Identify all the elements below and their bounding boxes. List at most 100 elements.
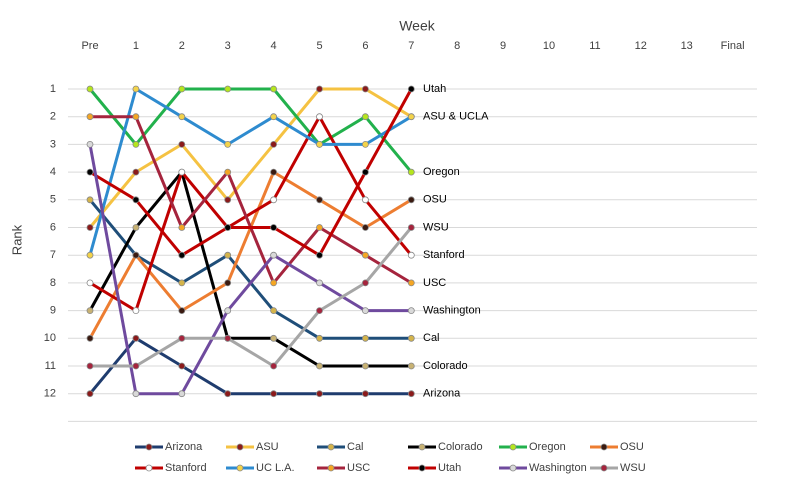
- point-marker: [132, 196, 140, 204]
- legend-label: Stanford: [165, 462, 207, 474]
- point-marker: [178, 113, 186, 121]
- series-line: [90, 226, 413, 368]
- point-marker: [178, 224, 186, 231]
- end-label: Colorado: [423, 360, 468, 372]
- legend-item: OSU: [590, 441, 644, 453]
- legend-marker: [509, 443, 517, 451]
- point-marker: [86, 140, 94, 148]
- point-marker: [407, 168, 415, 176]
- legend-item: Arizona: [135, 441, 203, 453]
- point-marker: [178, 279, 186, 287]
- point-marker: [224, 251, 232, 259]
- x-tick-label: 12: [635, 40, 647, 52]
- end-label: OSU: [423, 194, 447, 206]
- point-marker: [224, 140, 232, 148]
- series: [86, 85, 415, 259]
- point-marker: [132, 362, 140, 370]
- point-marker: [270, 279, 278, 287]
- series-line: [88, 170, 412, 368]
- point-marker: [224, 334, 232, 342]
- y-tick-label: 7: [50, 249, 56, 261]
- point-marker: [407, 224, 415, 231]
- x-tick-label: Pre: [81, 40, 98, 52]
- legend-marker: [418, 464, 426, 472]
- point-marker: [316, 362, 323, 370]
- series-line: [88, 87, 413, 256]
- end-label: Oregon: [423, 166, 460, 178]
- point-marker: [316, 251, 323, 259]
- legend-label: Arizona: [165, 441, 203, 453]
- point-marker: [316, 113, 323, 121]
- point-marker: [407, 390, 415, 398]
- point-marker: [132, 113, 140, 121]
- x-tick-label: 11: [589, 40, 600, 52]
- legend-item: Cal: [317, 441, 364, 453]
- legend-label: Utah: [438, 462, 461, 474]
- legend-item: Colorado: [408, 441, 483, 453]
- legend-label: Oregon: [529, 441, 566, 453]
- point-marker: [178, 168, 186, 176]
- legend-item: Washington: [499, 462, 587, 474]
- point-marker: [270, 224, 278, 231]
- point-marker: [86, 362, 94, 370]
- legend-item: Utah: [408, 462, 461, 474]
- point-marker: [270, 307, 278, 315]
- legend-label: ASU: [256, 441, 279, 453]
- legend-marker: [145, 464, 153, 472]
- legend-item: ASU: [226, 441, 279, 453]
- legend-label: Colorado: [438, 441, 483, 453]
- legend-marker: [509, 464, 517, 472]
- point-marker: [361, 140, 369, 148]
- legend-item: USC: [317, 462, 370, 474]
- point-marker: [316, 279, 323, 287]
- series: [86, 85, 415, 259]
- y-tick-label: 11: [45, 360, 56, 372]
- point-marker: [224, 279, 232, 287]
- point-marker: [270, 334, 278, 342]
- series-line: [88, 336, 412, 396]
- point-marker: [132, 85, 140, 93]
- point-marker: [132, 251, 140, 259]
- point-marker: [86, 251, 94, 259]
- end-label: Arizona: [423, 388, 461, 400]
- end-label: Cal: [423, 332, 440, 344]
- x-tick-label: 3: [225, 40, 231, 52]
- legend-marker: [145, 443, 153, 451]
- point-marker: [132, 334, 140, 342]
- x-tick-label: 9: [500, 40, 506, 52]
- x-tick-label: 2: [179, 40, 185, 52]
- point-marker: [224, 307, 232, 315]
- point-marker: [86, 224, 94, 231]
- point-marker: [270, 113, 278, 121]
- legend-marker: [236, 464, 244, 472]
- legend-label: UC L.A.: [256, 462, 295, 474]
- point-marker: [224, 168, 232, 176]
- x-tick-label: Final: [721, 40, 745, 52]
- legend-item: Stanford: [135, 462, 207, 474]
- x-tick-label: 10: [543, 40, 555, 52]
- point-marker: [132, 224, 140, 231]
- point-marker: [178, 307, 186, 315]
- legend-item: UC L.A.: [226, 462, 295, 474]
- point-marker: [86, 279, 94, 287]
- point-marker: [316, 85, 323, 93]
- point-marker: [270, 251, 278, 259]
- point-marker: [407, 334, 415, 342]
- point-marker: [361, 85, 369, 93]
- legend-label: Washington: [529, 462, 587, 474]
- point-marker: [270, 196, 278, 204]
- legend-marker: [327, 443, 335, 451]
- legend-label: USC: [347, 462, 370, 474]
- chart-title: Week: [399, 18, 436, 34]
- point-marker: [361, 251, 369, 259]
- legend-label: Cal: [347, 441, 364, 453]
- legend-item: WSU: [590, 462, 646, 474]
- point-marker: [316, 140, 323, 148]
- legend-item: Oregon: [499, 441, 566, 453]
- legend-marker: [600, 443, 608, 451]
- series-line: [89, 88, 413, 257]
- end-label: Utah: [423, 83, 446, 95]
- point-marker: [270, 362, 278, 370]
